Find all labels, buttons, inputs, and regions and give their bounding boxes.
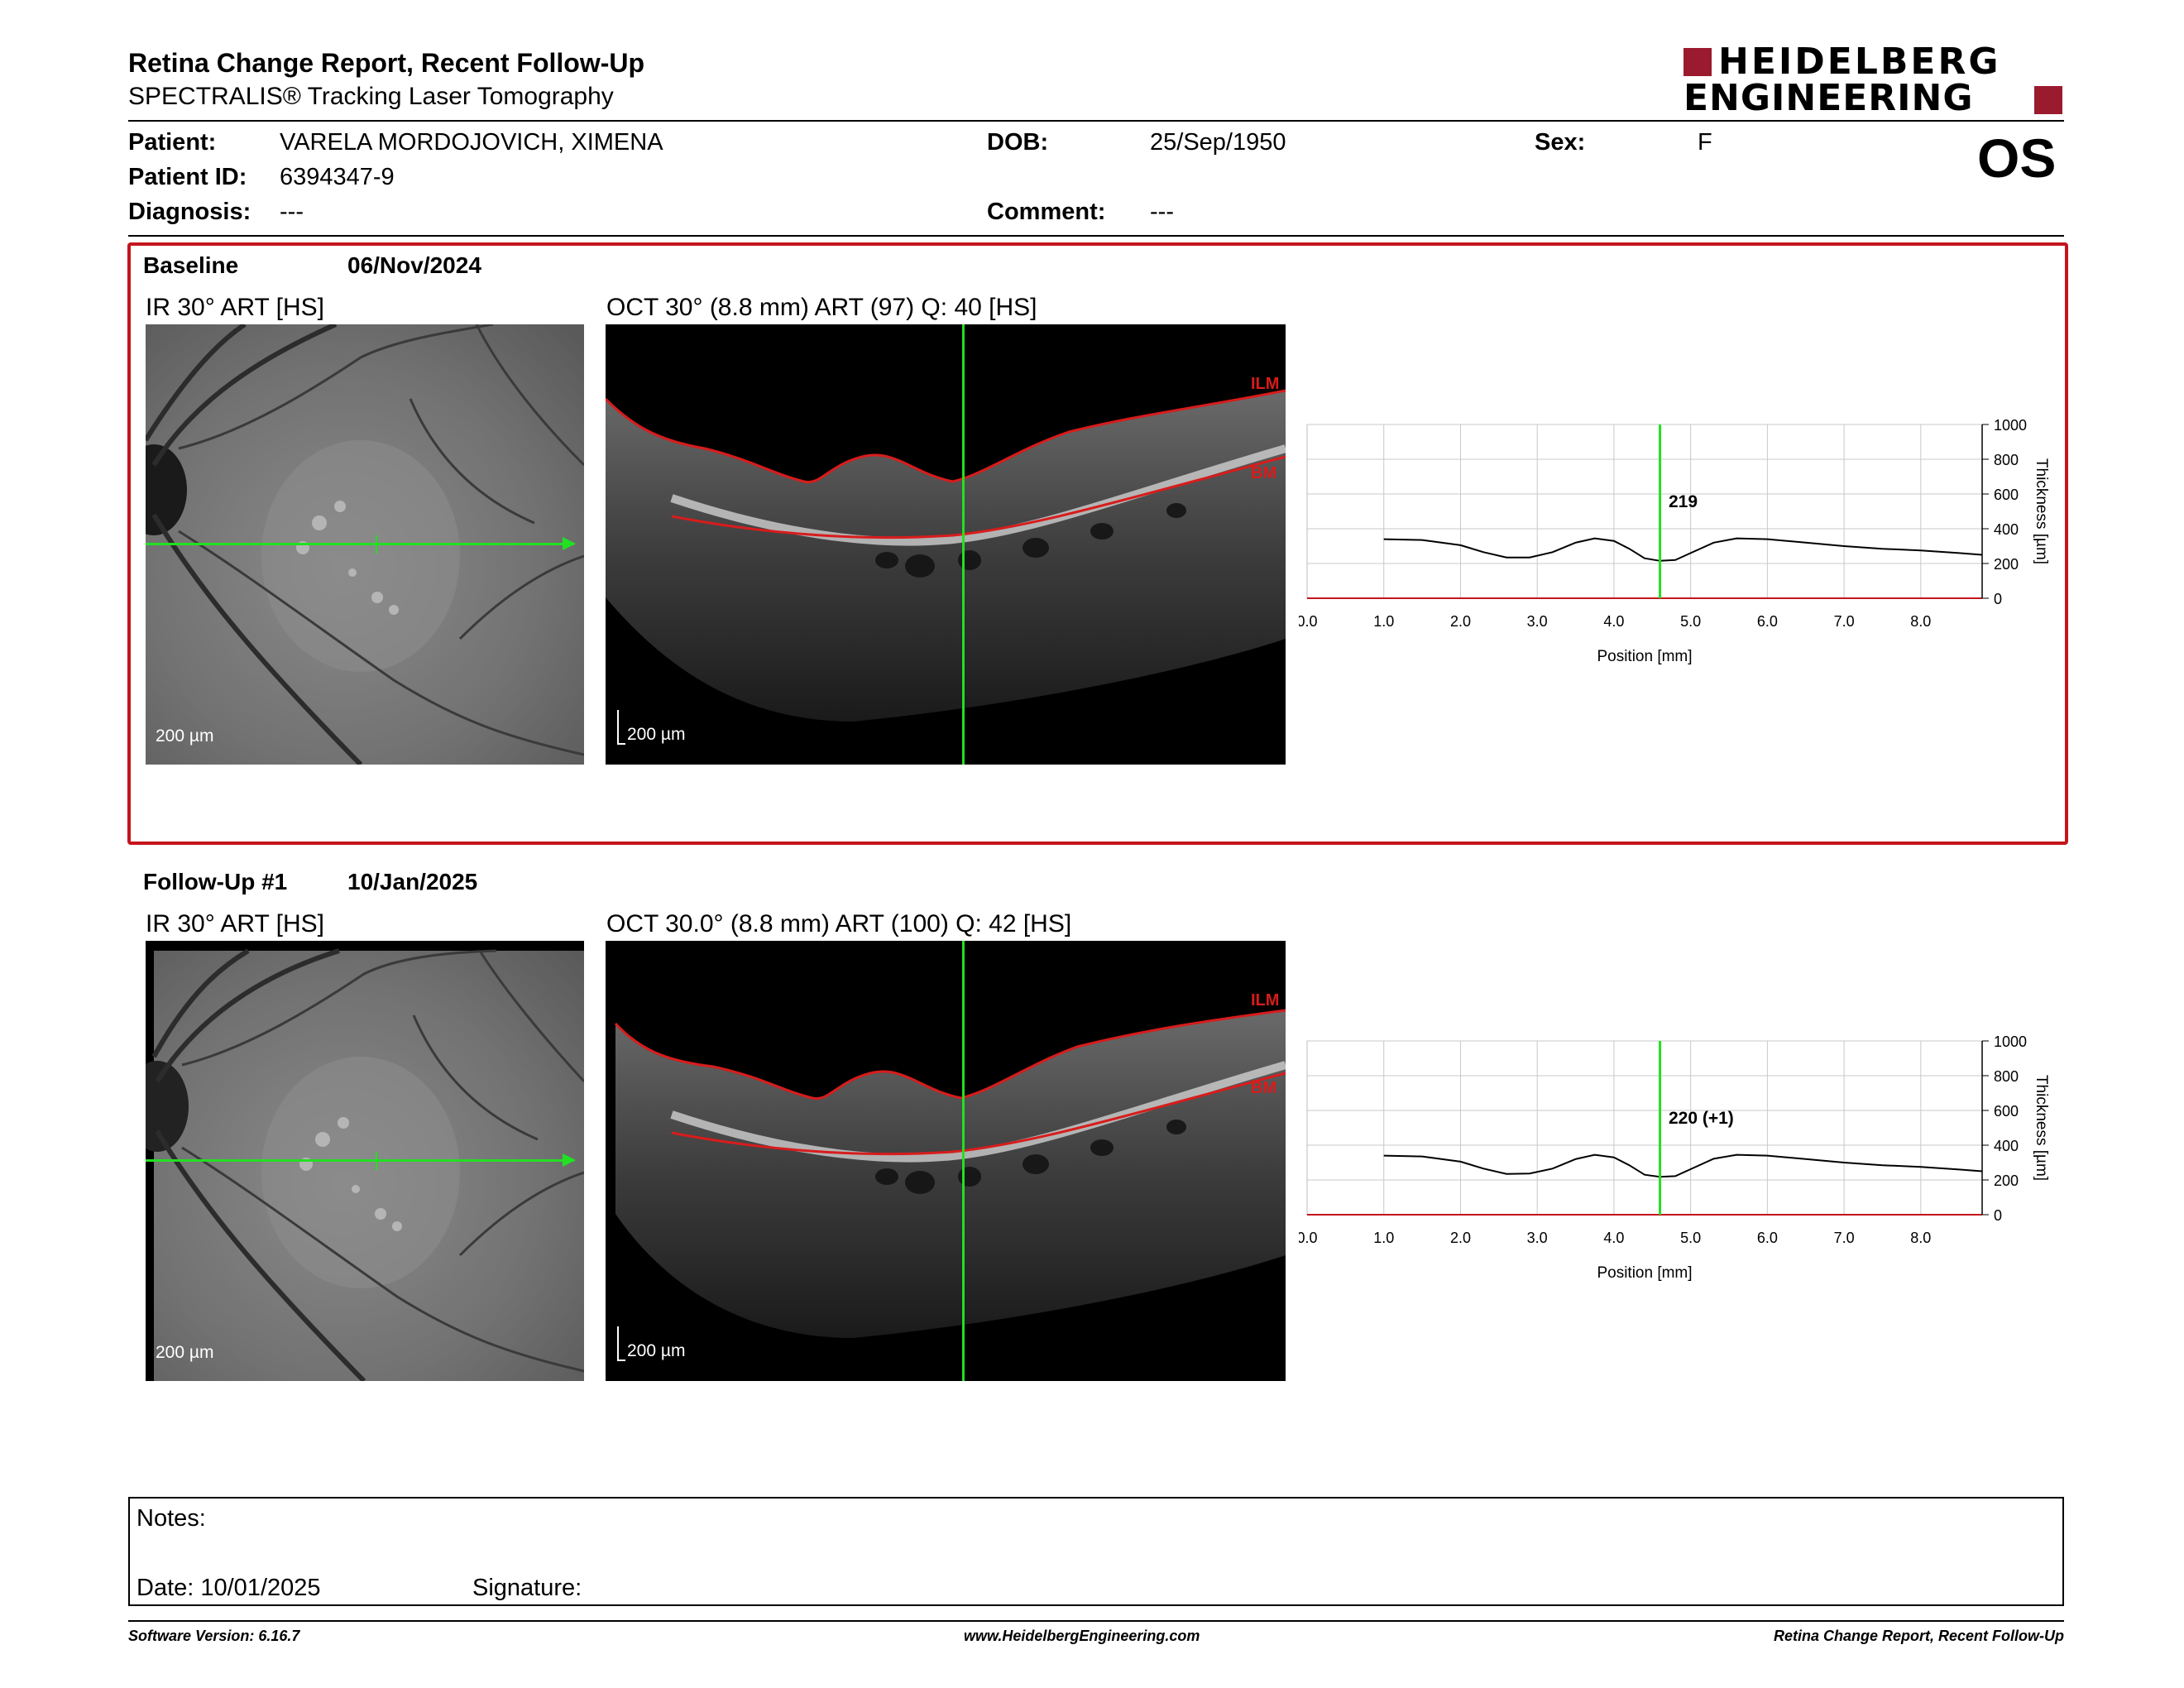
baseline-ilm-label: ILM: [1251, 375, 1279, 393]
y-tick-label: 800: [1994, 1068, 2019, 1085]
x-tick-label: 4.0: [1603, 613, 1624, 630]
notes-date: Date: 10/01/2025: [136, 1575, 321, 1601]
baseline-date: 06/Nov/2024: [347, 252, 481, 278]
y-tick-label: 1000: [1994, 1033, 2027, 1050]
baseline-oct-scale: 200 µm: [627, 725, 686, 744]
patient-id-label: Patient ID:: [128, 164, 247, 190]
followup-oct-scale: 200 µm: [627, 1341, 686, 1360]
y-axis-label: Thickness [µm]: [2033, 1075, 2050, 1181]
plot-area: [1306, 424, 1983, 599]
sex-value: F: [1698, 129, 1712, 156]
followup-oct-bscan: ILM BM 200 µm: [606, 941, 1286, 1381]
x-tick-label: 6.0: [1757, 613, 1778, 630]
x-tick-label: 8.0: [1910, 1230, 1931, 1246]
x-tick-label: 1.0: [1373, 613, 1394, 630]
x-axis-label: Position [mm]: [1597, 648, 1692, 665]
followup-ir-fundus-image: 200 µm: [146, 941, 584, 1381]
x-tick-label: 0.0: [1299, 613, 1318, 630]
followup-label: Follow-Up #1: [143, 869, 288, 894]
notes-label: Notes:: [136, 1505, 206, 1532]
followup-oct-caption: OCT 30.0° (8.8 mm) ART (100) Q: 42 [HS]: [606, 910, 1072, 938]
patient-id-value: 6394347-9: [280, 164, 395, 190]
x-axis-label: Position [mm]: [1597, 1264, 1692, 1282]
followup-thickness-chart: 0 200 400 600 800 1000 0.0 1.0 2.0 3.0 4.0 5.0 6.0 7.…: [1296, 1026, 2060, 1291]
x-tick-label: 3.0: [1527, 1230, 1548, 1246]
y-tick-label: 400: [1994, 521, 2019, 538]
followup-bm-label: BM: [1251, 1079, 1276, 1097]
x-tick-label: 0.0: [1299, 1230, 1318, 1246]
diagnosis-value: ---: [280, 199, 304, 225]
y-tick-label: 0: [1994, 591, 2002, 607]
patient-name: VARELA MORDOJOVICH, XIMENA: [280, 129, 663, 156]
thickness-series-line: [1383, 1153, 1983, 1178]
baseline-label: Baseline: [143, 252, 239, 278]
y-tick-label: 1000: [1994, 417, 2027, 434]
baseline-bm-label: BM: [1251, 464, 1276, 482]
x-tick-label: 4.0: [1603, 1230, 1624, 1246]
notes-box[interactable]: Notes: Date: 10/01/2025 Signature:: [128, 1497, 2064, 1606]
x-tick-label: 8.0: [1910, 613, 1931, 630]
baseline-thickness-readout: 219: [1669, 492, 1698, 511]
dob-value: 25/Sep/1950: [1150, 129, 1286, 156]
x-tick-label: 5.0: [1680, 613, 1701, 630]
baseline-oct-bscan: ILM BM 200 µm: [606, 324, 1286, 765]
y-tick-label: 600: [1994, 1103, 2019, 1120]
diagnosis-label: Diagnosis:: [128, 199, 251, 225]
footer-software-version: Software Version: 6.16.7: [128, 1628, 300, 1644]
x-tick-label: 3.0: [1527, 613, 1548, 630]
y-tick-label: 400: [1994, 1138, 2019, 1154]
baseline-ir-fundus-image: 200 µm: [146, 324, 584, 765]
y-tick-label: 0: [1994, 1207, 2002, 1224]
x-tick-label: 5.0: [1680, 1230, 1701, 1246]
followup-ir-caption: IR 30° ART [HS]: [146, 910, 324, 938]
report-title: Retina Change Report, Recent Follow-Up: [128, 48, 645, 78]
report-subtitle: SPECTRALIS® Tracking Laser Tomography: [128, 83, 614, 110]
comment-value: ---: [1150, 199, 1174, 225]
footer-website: www.HeidelbergEngineering.com: [964, 1628, 1200, 1644]
baseline-oct-caption: OCT 30° (8.8 mm) ART (97) Q: 40 [HS]: [606, 294, 1037, 321]
baseline-ir-scale: 200 µm: [156, 727, 214, 746]
x-tick-label: 2.0: [1450, 1230, 1471, 1246]
x-tick-label: 2.0: [1450, 613, 1471, 630]
followup-date: 10/Jan/2025: [347, 869, 478, 894]
y-tick-label: 200: [1994, 1172, 2019, 1189]
plot-area: [1306, 1040, 1983, 1216]
baseline-section: [127, 242, 2068, 845]
footer-report-name: Retina Change Report, Recent Follow-Up: [1773, 1628, 2064, 1644]
y-tick-label: 800: [1994, 452, 2019, 468]
x-tick-label: 7.0: [1834, 1230, 1855, 1246]
thickness-series-line: [1383, 537, 1983, 562]
eye-indicator: OS: [1977, 127, 2057, 189]
comment-label: Comment:: [987, 199, 1106, 225]
x-tick-label: 6.0: [1757, 1230, 1778, 1246]
y-axis-label: Thickness [µm]: [2033, 458, 2050, 564]
x-tick-label: 1.0: [1373, 1230, 1394, 1246]
dob-label: DOB:: [987, 129, 1049, 156]
x-tick-label: 7.0: [1834, 613, 1855, 630]
patient-label: Patient:: [128, 129, 217, 156]
followup-thickness-readout: 220 (+1): [1669, 1109, 1734, 1128]
sex-label: Sex:: [1535, 129, 1586, 156]
y-tick-label: 200: [1994, 556, 2019, 573]
followup-ilm-label: ILM: [1251, 991, 1279, 1009]
heidelberg-logo: HEIDELBERG ENGINEERING: [1684, 43, 2064, 119]
y-tick-label: 600: [1994, 487, 2019, 503]
followup-ir-scale: 200 µm: [156, 1343, 214, 1362]
signature-label: Signature:: [472, 1575, 582, 1601]
baseline-thickness-chart: 0 200 400 600 800 1000 0.0 1.0 2.0 3.0 4.0 5.0 6.0 7.…: [1296, 410, 2060, 674]
baseline-ir-caption: IR 30° ART [HS]: [146, 294, 324, 321]
